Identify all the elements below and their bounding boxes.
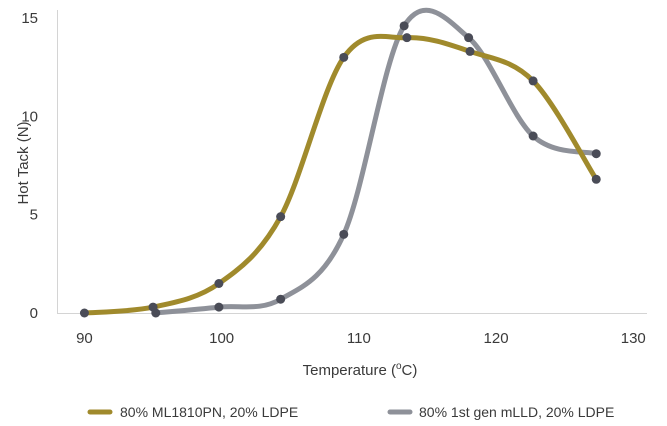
y-axis-title: Hot Tack (N) [15,121,32,204]
y-tick-label: 10 [21,108,38,125]
data-point-series-0 [214,279,224,288]
x-axis-title: Temperature (oC) [303,361,418,379]
data-point-series-0 [276,212,286,222]
data-point-series-0 [79,308,89,318]
x-tick-label: 120 [484,330,509,347]
y-tick-label: 5 [30,207,38,224]
data-point-series-0 [339,52,349,62]
data-point-series-1 [464,33,474,43]
data-point-series-1 [528,131,538,141]
x-tick-label: 110 [347,330,371,347]
x-axis-title-end: C) [402,362,418,379]
series-line-1 [153,7,599,316]
legend-label-ml1810pn: 80% ML1810PN, 20% LDPE [120,404,298,420]
axes [57,10,647,314]
x-axis-title-main: Temperature ( [303,362,396,379]
x-axis-title-sup: o [396,361,402,372]
data-point-series-1 [339,229,349,239]
data-point-series-1 [214,302,224,312]
tick-labels: 90 100 110 120 130 0 5 10 15 [21,10,645,347]
data-point-series-1 [591,149,601,159]
legend-label-mlld: 80% 1st gen mLLD, 20% LDPE [419,404,614,420]
data-point-series-0 [148,302,158,312]
series-markers [79,21,601,318]
data-point-series-1 [399,21,409,31]
y-tick-label: 15 [21,10,38,27]
data-point-series-0 [591,174,601,184]
data-point-series-0 [465,46,475,56]
x-tick-label: 90 [76,330,93,347]
data-point-series-1 [276,294,286,304]
series-line-0 [81,33,599,316]
data-point-series-0 [402,33,412,43]
x-tick-label: 130 [621,330,646,347]
legend: 80% ML1810PN, 20% LDPE 80% 1st gen mLLD,… [87,404,614,420]
data-point-series-0 [528,76,538,86]
x-tick-label: 100 [209,330,234,347]
y-tick-label: 0 [30,305,38,322]
